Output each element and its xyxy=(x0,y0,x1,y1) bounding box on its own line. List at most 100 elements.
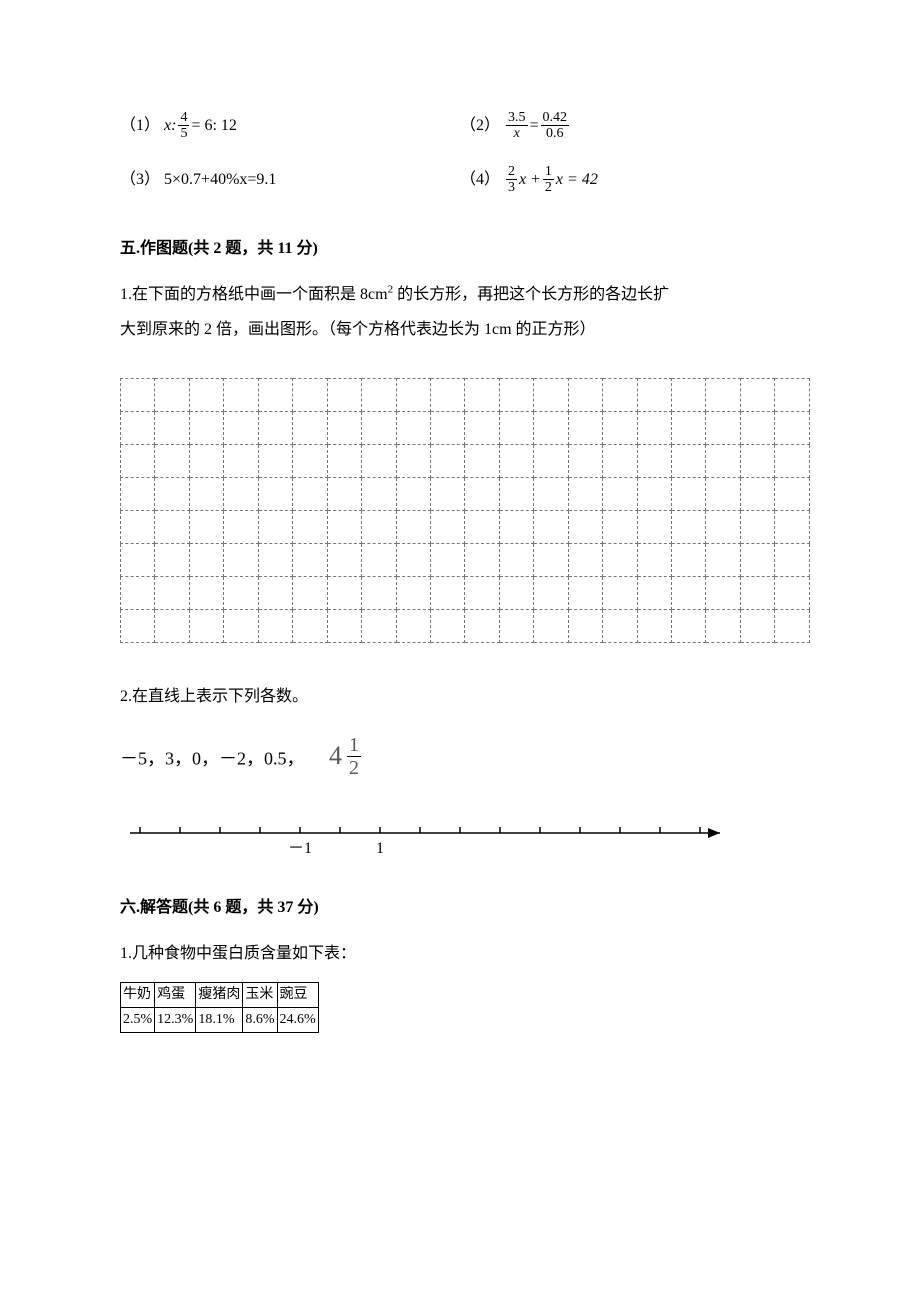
grid-cell xyxy=(775,477,810,510)
grid-cell xyxy=(189,510,223,543)
eq2-frac2-den: 0.6 xyxy=(544,126,566,141)
eq1-frac-num: 4 xyxy=(178,110,189,126)
grid-cell xyxy=(499,576,533,609)
equation-row-2: （3） 5×0.7+40%x=9.1 （4） 2 3 x + 1 2 x = 4… xyxy=(120,164,800,196)
grid-cell xyxy=(740,477,774,510)
grid-cell xyxy=(121,543,155,576)
grid-cell xyxy=(637,576,671,609)
grid-cell xyxy=(672,510,706,543)
eq2-label: （2） xyxy=(460,113,500,139)
grid-cell xyxy=(706,576,740,609)
grid-row xyxy=(121,543,810,576)
section5-q1: 1.在下面的方格纸中画一个面积是 8cm2 的长方形，再把这个长方形的各边长扩 … xyxy=(120,277,800,347)
grid-cell xyxy=(672,444,706,477)
grid-cell xyxy=(740,543,774,576)
grid-cell xyxy=(499,444,533,477)
grid-cell xyxy=(672,576,706,609)
mixed-num: 1 xyxy=(347,734,361,757)
grid-cell xyxy=(293,609,327,642)
mixed-whole: 4 xyxy=(329,735,342,777)
grid-cell xyxy=(155,477,189,510)
grid-cell xyxy=(189,576,223,609)
grid-cell xyxy=(534,411,568,444)
eq1-label: （1） xyxy=(120,113,160,139)
grid-cell xyxy=(293,543,327,576)
grid-cell xyxy=(258,543,292,576)
mixed-frac: 1 2 xyxy=(347,734,361,779)
grid-cell xyxy=(224,411,258,444)
table-row: 牛奶鸡蛋瘦猪肉玉米豌豆 xyxy=(121,982,319,1007)
table-header-cell: 玉米 xyxy=(243,982,277,1007)
grid-cell xyxy=(293,477,327,510)
grid-cell xyxy=(499,477,533,510)
grid-cell xyxy=(672,411,706,444)
eq4-frac2-num: 1 xyxy=(543,164,554,180)
grid-cell xyxy=(155,444,189,477)
grid-cell xyxy=(258,576,292,609)
eq1-frac: 4 5 xyxy=(178,110,189,142)
grid-cell xyxy=(258,378,292,411)
grid-cell xyxy=(603,411,637,444)
grid-cell xyxy=(672,378,706,411)
grid-cell xyxy=(293,510,327,543)
grid-cell xyxy=(430,609,464,642)
grid-cell xyxy=(534,510,568,543)
grid-cell xyxy=(534,378,568,411)
table-value-cell: 8.6% xyxy=(243,1007,277,1032)
numbers-prefix: －5，3，0，－2，0.5， xyxy=(120,748,305,768)
eq1-suffix: = 6: 12 xyxy=(191,113,236,139)
eq2-frac2-num: 0.42 xyxy=(541,110,570,126)
grid-cell xyxy=(775,543,810,576)
grid-cell xyxy=(396,510,430,543)
grid-cell xyxy=(362,477,396,510)
grid-cell xyxy=(740,411,774,444)
grid-cell xyxy=(258,477,292,510)
grid-cell xyxy=(637,543,671,576)
grid-cell xyxy=(465,510,499,543)
grid-cell xyxy=(465,576,499,609)
grid-cell xyxy=(568,378,602,411)
eq2-frac1-den: x xyxy=(512,126,522,141)
grid-cell xyxy=(534,576,568,609)
grid-cell xyxy=(775,609,810,642)
grid-row xyxy=(121,444,810,477)
grid-cell xyxy=(534,609,568,642)
eq4-frac1-num: 2 xyxy=(506,164,517,180)
grid-cell xyxy=(672,543,706,576)
grid-cell xyxy=(430,510,464,543)
grid-cell xyxy=(465,444,499,477)
grid-cell xyxy=(189,378,223,411)
equation-1: （1） x: 4 5 = 6: 12 xyxy=(120,110,460,142)
grid-cell xyxy=(430,543,464,576)
table-value-cell: 12.3% xyxy=(155,1007,196,1032)
grid-cell xyxy=(327,378,361,411)
grid-cell xyxy=(706,609,740,642)
grid-cell xyxy=(258,609,292,642)
table-header-cell: 鸡蛋 xyxy=(155,982,196,1007)
eq4-frac2-den: 2 xyxy=(543,180,554,195)
grid-cell xyxy=(155,543,189,576)
svg-text:1: 1 xyxy=(376,840,384,857)
grid-cell xyxy=(121,609,155,642)
eq2-frac1: 3.5 x xyxy=(506,110,528,142)
grid-cell xyxy=(672,609,706,642)
grid-cell xyxy=(396,477,430,510)
eq4-frac2: 1 2 xyxy=(543,164,554,196)
grid-cell xyxy=(775,510,810,543)
mixed-den: 2 xyxy=(347,757,361,779)
grid-cell xyxy=(775,378,810,411)
grid-cell xyxy=(465,543,499,576)
section5-title: 五.作图题(共 2 题，共 11 分) xyxy=(120,236,800,262)
grid-cell xyxy=(603,609,637,642)
grid-cell xyxy=(362,609,396,642)
grid-cell xyxy=(534,477,568,510)
grid-cell xyxy=(327,543,361,576)
grid-cell xyxy=(465,411,499,444)
grid-cell xyxy=(396,543,430,576)
eq3-text: 5×0.7+40%x=9.1 xyxy=(164,167,276,193)
grid-row xyxy=(121,477,810,510)
grid-cell xyxy=(603,477,637,510)
grid-cell xyxy=(499,378,533,411)
eq3-label: （3） xyxy=(120,167,160,193)
grid-row xyxy=(121,411,810,444)
